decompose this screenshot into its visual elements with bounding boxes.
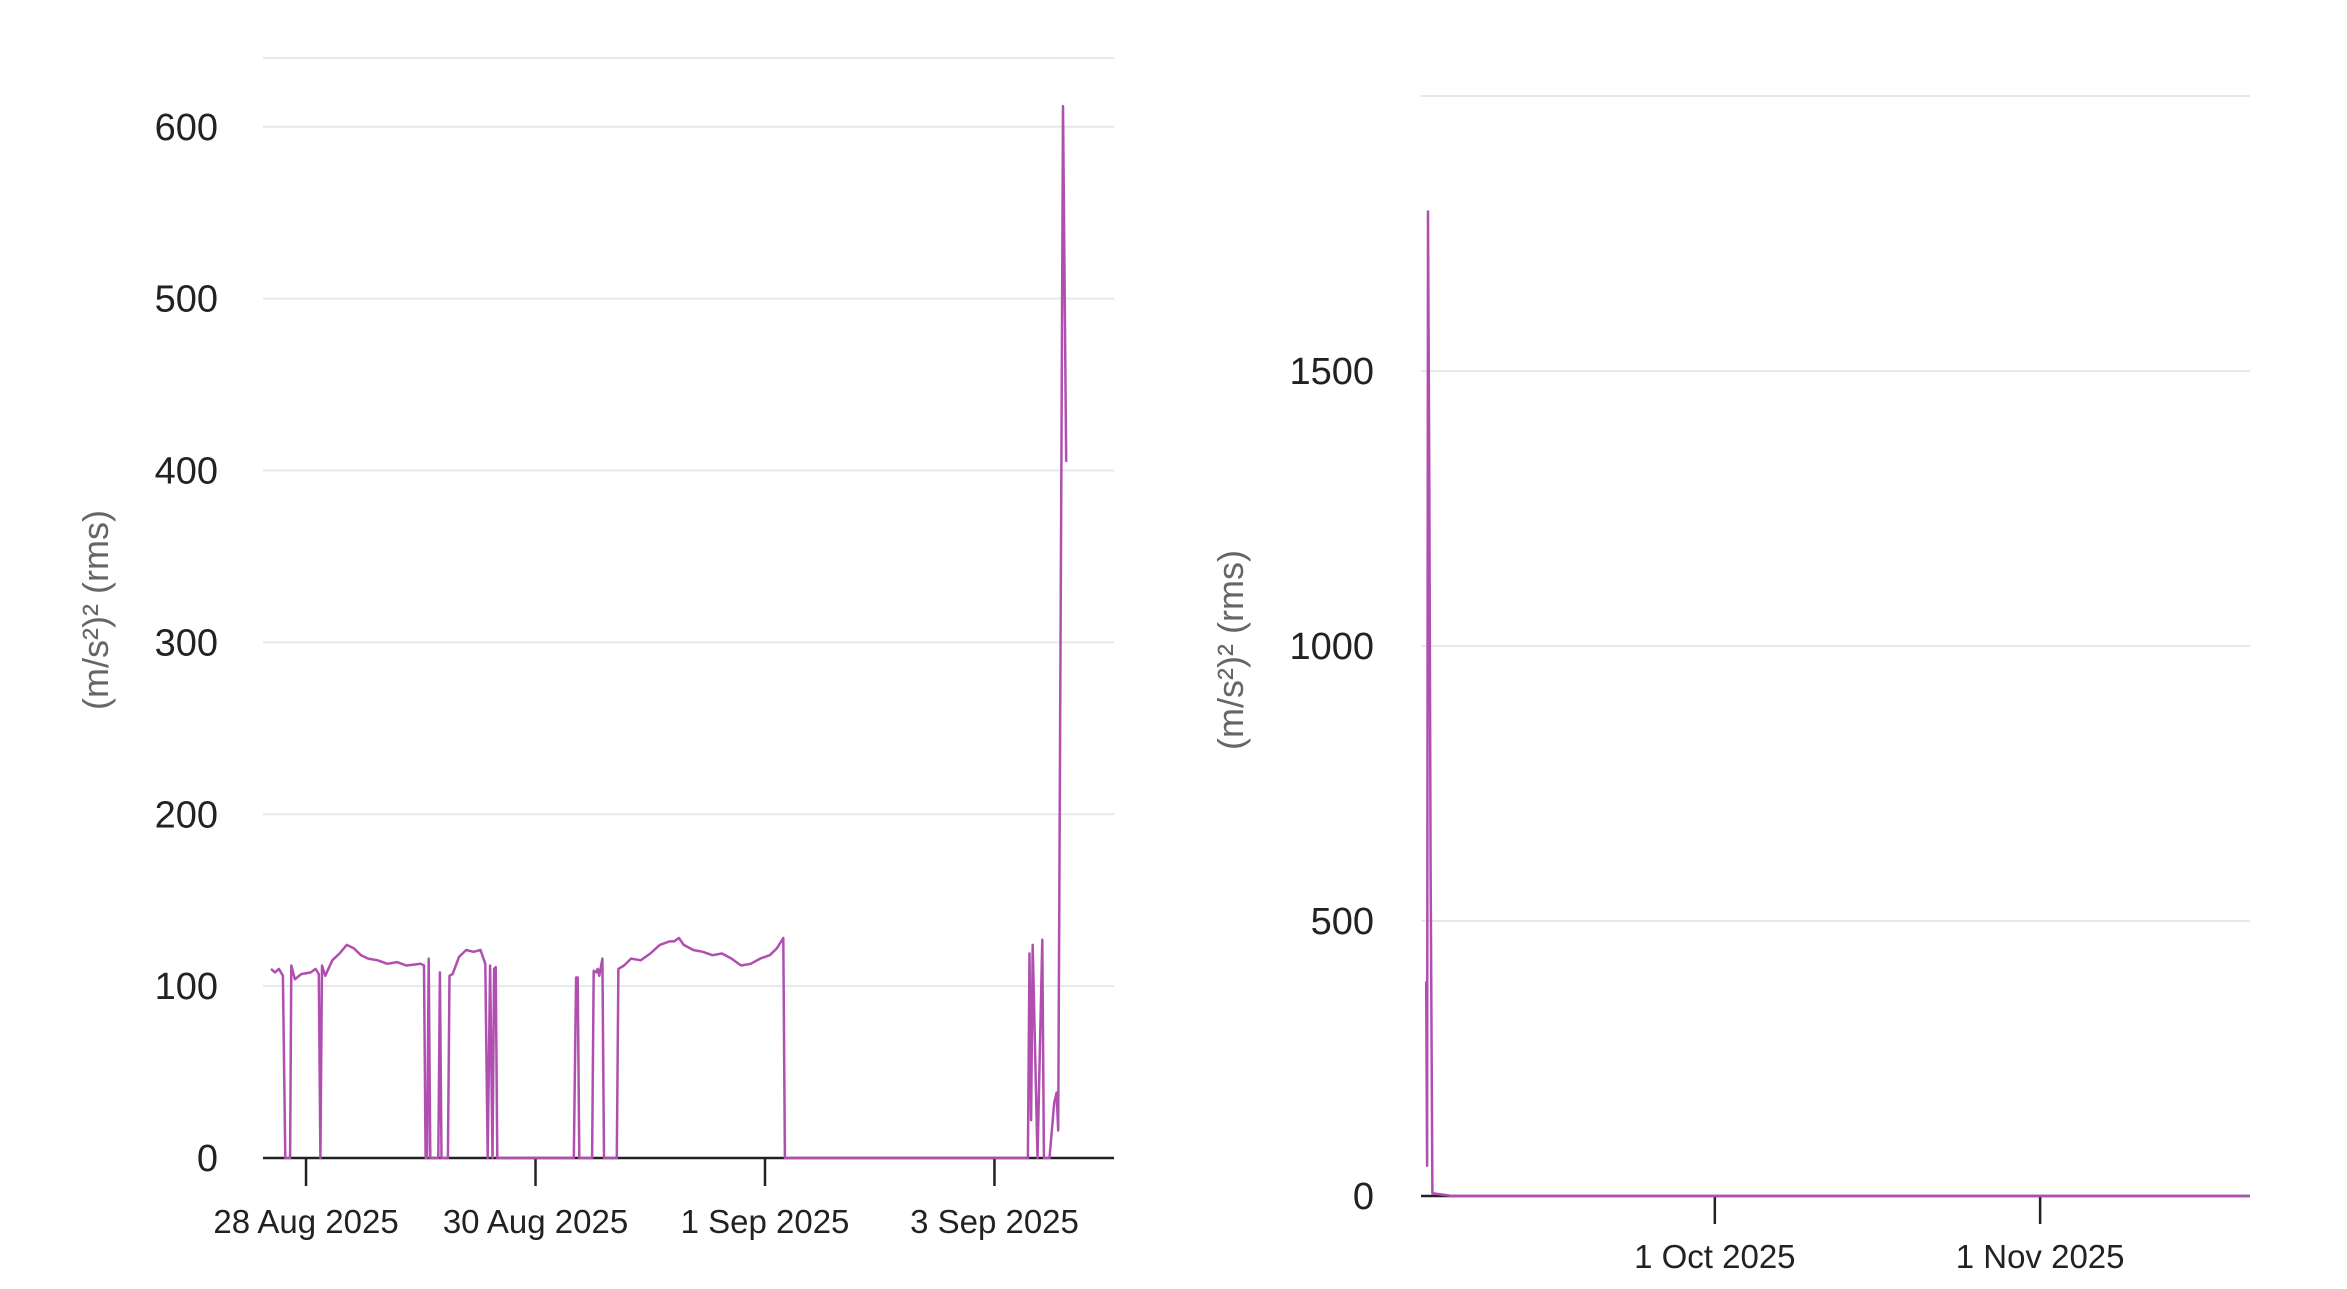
series-line xyxy=(270,104,1068,1160)
right-chart: 0 500 1000 1500 1 Oct 2025 1 Nov 2025 (m/s²)² … xyxy=(1210,95,2250,1275)
y-tick-label: 100 xyxy=(155,966,218,1008)
y-tick-label: 0 xyxy=(197,1138,218,1180)
y-tick-label: 1500 xyxy=(1289,351,1374,393)
series-line xyxy=(1424,210,2250,1198)
y-tick-label: 600 xyxy=(155,107,218,149)
y-tick-label: 300 xyxy=(155,622,218,664)
left-chart: 0 100 200 300 400 500 600 28 Aug 2025 30 Aug 202… xyxy=(75,57,1114,1240)
y-axis-title: (m/s²)² (rms) xyxy=(1210,550,1251,750)
x-tick-label: 1 Oct 2025 xyxy=(1634,1238,1795,1275)
y-tick-label: 500 xyxy=(1311,901,1374,943)
x-tick-label: 1 Nov 2025 xyxy=(1956,1238,2125,1275)
x-tick-label: 3 Sep 2025 xyxy=(910,1203,1079,1240)
y-tick-label: 500 xyxy=(155,279,218,321)
y-tick-label: 1000 xyxy=(1289,626,1374,668)
x-tick-label: 1 Sep 2025 xyxy=(681,1203,850,1240)
x-tick-label: 30 Aug 2025 xyxy=(443,1203,628,1240)
y-axis-title: (m/s²)² (rms) xyxy=(75,510,116,710)
y-tick-label: 400 xyxy=(155,451,218,493)
y-tick-label: 0 xyxy=(1353,1176,1374,1218)
y-tick-label: 200 xyxy=(155,794,218,836)
x-tick-label: 28 Aug 2025 xyxy=(213,1203,398,1240)
